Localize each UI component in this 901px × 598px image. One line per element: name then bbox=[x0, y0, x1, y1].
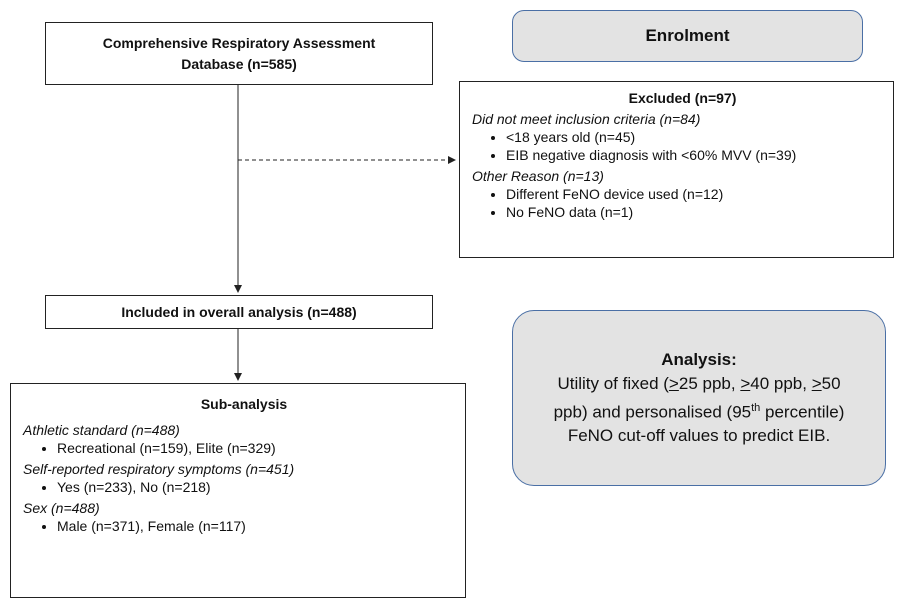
bullet-item: Yes (n=233), No (n=218) bbox=[57, 479, 465, 495]
bullet-list: Recreational (n=159), Elite (n=329) bbox=[23, 440, 465, 456]
analysis-box: Analysis: Utility of fixed (>25 ppb, >40… bbox=[512, 310, 886, 486]
group-heading: Did not meet inclusion criteria (n=84) bbox=[472, 111, 701, 127]
analysis-body: Utility of fixed (>25 ppb, >40 ppb, >50 … bbox=[539, 372, 859, 449]
analysis-text: > bbox=[811, 373, 822, 393]
bullet-list: <18 years old (n=45) EIB negative diagnos… bbox=[472, 129, 893, 163]
sub-analysis-box: Sub-analysis Athletic standard (n=488) Re… bbox=[10, 383, 466, 598]
group-heading: Other Reason (n=13) bbox=[472, 168, 604, 184]
analysis-title: Analysis: bbox=[661, 349, 737, 369]
enrolment-label: Enrolment bbox=[645, 26, 730, 45]
analysis-text: th bbox=[751, 401, 761, 414]
analysis-text: 40 ppb, bbox=[750, 373, 812, 393]
group-heading: Sex (n=488) bbox=[23, 500, 100, 516]
excluded-title: Excluded (n=97) bbox=[628, 90, 737, 106]
included-box: Included in overall analysis (n=488) bbox=[45, 295, 433, 329]
bullet-list: Male (n=371), Female (n=117) bbox=[23, 518, 465, 534]
excluded-groups: Did not meet inclusion criteria (n=84) <1… bbox=[472, 111, 893, 220]
bullet-item: <18 years old (n=45) bbox=[506, 129, 893, 145]
analysis-text: 50 ppb) and personalised (95 bbox=[553, 373, 841, 422]
bullet-item: Recreational (n=159), Elite (n=329) bbox=[57, 440, 465, 456]
group-heading: Athletic standard (n=488) bbox=[23, 422, 180, 438]
bullet-list: Yes (n=233), No (n=218) bbox=[23, 479, 465, 495]
analysis-text: Utility of fixed ( bbox=[557, 373, 669, 393]
bullet-item: Male (n=371), Female (n=117) bbox=[57, 518, 465, 534]
database-title: Comprehensive Respiratory Assessment Dat… bbox=[102, 34, 376, 72]
group-heading: Self-reported respiratory symptoms (n=45… bbox=[23, 461, 295, 477]
included-label: Included in overall analysis (n=488) bbox=[121, 304, 357, 320]
analysis-text: percentile) FeNO cut-off values to predi… bbox=[567, 402, 845, 446]
analysis-text: 25 ppb, bbox=[678, 373, 741, 393]
database-box: Comprehensive Respiratory Assessment Dat… bbox=[45, 22, 433, 85]
bullet-list: Different FeNO device used (n=12) No FeNO… bbox=[472, 186, 893, 220]
bullet-item: Different FeNO device used (n=12) bbox=[506, 186, 893, 202]
bullet-item: EIB negative diagnosis with <60% MVV (n=… bbox=[506, 147, 893, 163]
sub-analysis-title: Sub-analysis bbox=[200, 396, 288, 412]
enrolment-box: Enrolment bbox=[512, 10, 863, 62]
analysis-text: > bbox=[668, 373, 679, 393]
bullet-item: No FeNO data (n=1) bbox=[506, 204, 893, 220]
sub-analysis-groups: Athletic standard (n=488) Recreational (n… bbox=[23, 422, 465, 534]
excluded-box: Excluded (n=97) Did not meet inclusion c… bbox=[459, 81, 894, 258]
analysis-text: > bbox=[740, 373, 751, 393]
